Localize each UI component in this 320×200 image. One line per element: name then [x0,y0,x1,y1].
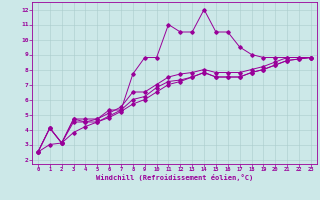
X-axis label: Windchill (Refroidissement éolien,°C): Windchill (Refroidissement éolien,°C) [96,174,253,181]
